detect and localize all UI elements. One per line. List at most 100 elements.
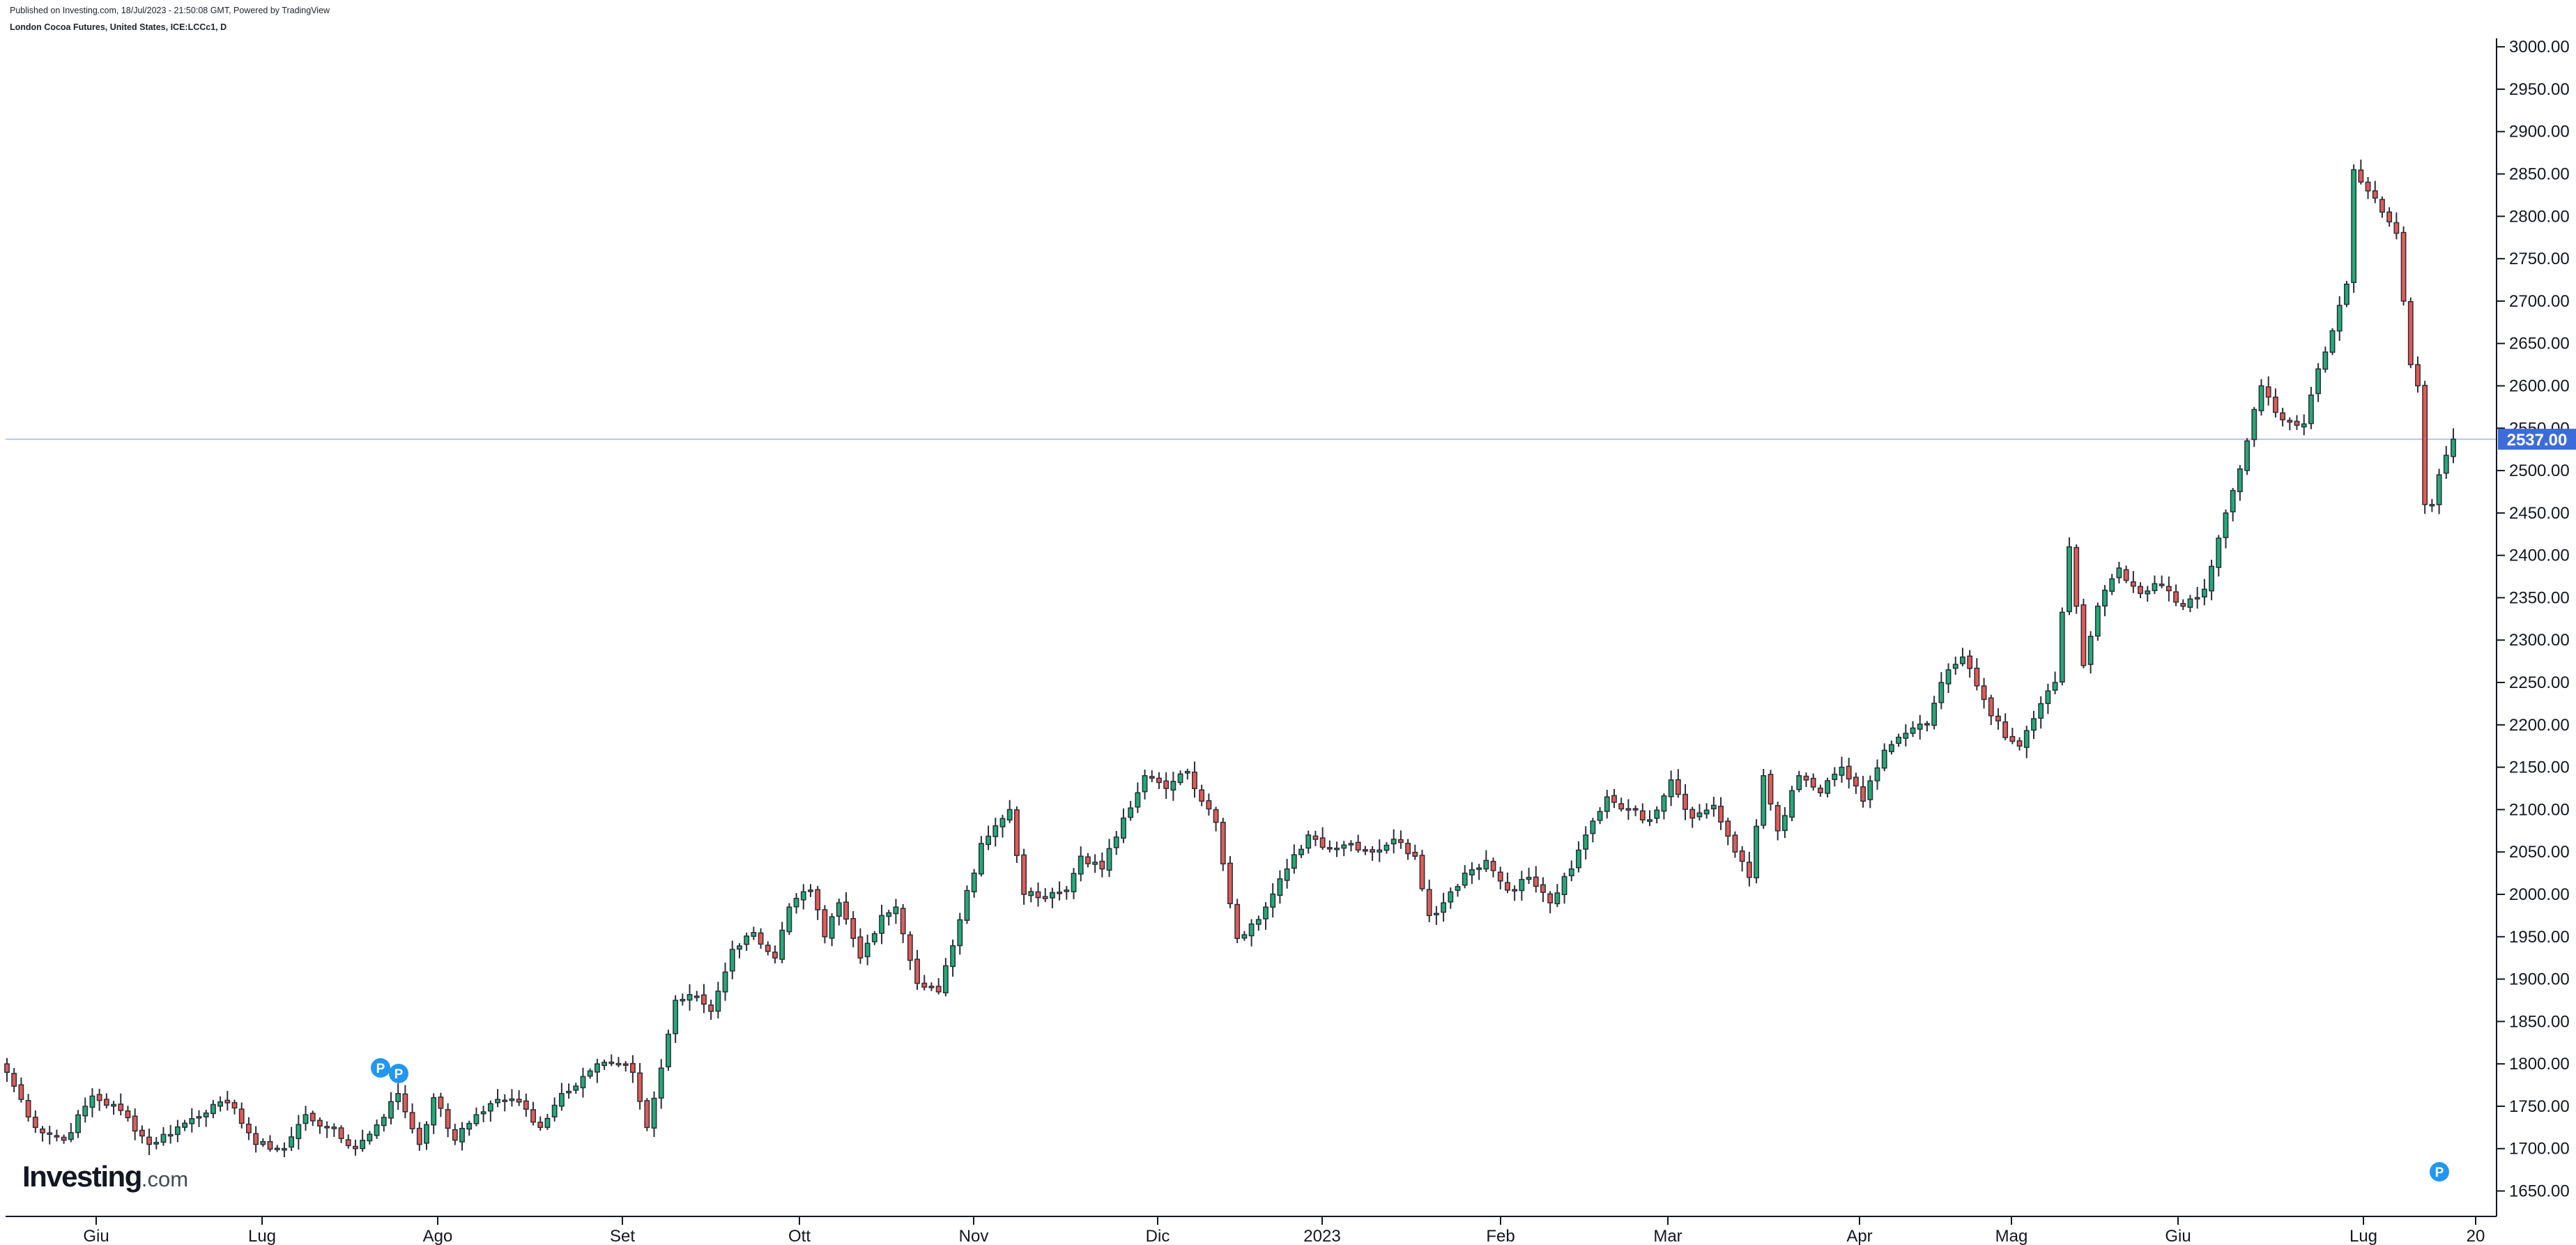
candle-body-down	[2365, 181, 2371, 192]
candle-body-up	[167, 1133, 174, 1137]
candle	[495, 1089, 500, 1108]
candle	[928, 982, 935, 991]
candle	[1319, 827, 1326, 850]
candle	[2038, 696, 2044, 729]
price-tick-label: 1650.00	[2509, 1182, 2570, 1201]
candle	[1448, 887, 1454, 909]
price-tick-label: 2350.00	[2509, 588, 2570, 607]
candle-body-down	[1199, 789, 1205, 802]
candle	[2422, 381, 2428, 514]
candle-body-up	[1952, 664, 1958, 669]
candle-body-down	[1099, 860, 1105, 870]
candle	[2301, 414, 2307, 436]
candle	[1924, 721, 1930, 732]
candle	[1625, 799, 1632, 820]
candle	[1397, 830, 1404, 849]
candle	[260, 1138, 266, 1147]
candle-body-down	[523, 1100, 529, 1110]
candle	[431, 1093, 437, 1134]
candle	[644, 1098, 650, 1131]
candle-body-up	[551, 1104, 558, 1117]
candle-body-down	[1533, 876, 1539, 887]
candle	[47, 1125, 53, 1145]
candle-body-up	[260, 1140, 266, 1145]
candle	[1433, 906, 1439, 925]
candle-body-down	[843, 901, 849, 920]
candle	[1092, 854, 1098, 873]
candle-body-up	[1896, 736, 1902, 744]
candle-body-up	[1917, 724, 1923, 730]
candle	[2322, 346, 2329, 373]
candle	[651, 1091, 657, 1138]
candle-body-up	[836, 902, 842, 917]
event-marker-dot[interactable]	[389, 1064, 408, 1083]
candle-body-up	[196, 1116, 202, 1119]
candle-body-up	[2443, 455, 2449, 474]
candle	[2358, 160, 2364, 185]
candle	[680, 993, 686, 1006]
candle	[210, 1099, 216, 1119]
event-marker[interactable]: P	[2430, 1162, 2449, 1182]
candle-body-down	[96, 1094, 102, 1101]
price-axis[interactable]: 1650.00 1700.00 1750.00 1800.00 1850.00 1900.…	[2496, 38, 2570, 1216]
candle	[1746, 851, 1752, 887]
event-marker-dot[interactable]	[2430, 1162, 2449, 1182]
candle-body-up	[673, 1000, 679, 1034]
candle	[2294, 415, 2300, 430]
event-marker[interactable]: P	[371, 1058, 390, 1078]
candle	[815, 885, 821, 920]
price-tick-label: 3000.00	[2509, 38, 2570, 56]
candle	[2073, 544, 2080, 614]
candle-body-down	[1974, 667, 1980, 687]
candle	[360, 1129, 366, 1152]
candle-body-up	[1825, 780, 1831, 794]
candle	[1654, 806, 1660, 824]
candle-body-up	[893, 906, 899, 915]
candle-body-up	[2301, 423, 2307, 428]
candle-body-up	[1255, 919, 1262, 925]
candle	[1725, 818, 1731, 846]
candle	[836, 899, 842, 926]
candle-body-up	[1348, 843, 1354, 846]
candle	[487, 1100, 493, 1122]
candle	[1533, 866, 1539, 893]
candle	[1057, 881, 1063, 901]
candle	[1305, 830, 1312, 854]
candle	[174, 1120, 181, 1143]
candle-body-up	[1298, 848, 1304, 855]
candle	[1270, 883, 1276, 918]
candle	[666, 1030, 671, 1071]
time-tick-label: Lug	[2349, 1227, 2377, 1245]
candles	[4, 160, 2456, 1157]
candle	[1590, 818, 1596, 843]
candle-body-up	[729, 949, 735, 972]
candle-body-down	[125, 1110, 131, 1119]
candle	[1519, 871, 1525, 901]
candle	[238, 1102, 245, 1129]
candle-body-down	[2415, 364, 2421, 387]
candle-body-down	[1319, 837, 1326, 848]
candle	[1298, 845, 1304, 858]
candle-body-up	[459, 1127, 465, 1143]
event-markers[interactable]: P PP	[371, 1058, 2449, 1182]
candle-body-down	[1846, 765, 1852, 780]
candle-body-up	[1006, 809, 1013, 821]
candle	[480, 1106, 486, 1122]
time-tick-label: Ago	[423, 1227, 453, 1245]
candle	[82, 1097, 89, 1123]
candle-body-up	[1754, 825, 1759, 878]
candle-body-down	[637, 1072, 643, 1102]
candle	[999, 814, 1006, 838]
candle	[964, 885, 970, 924]
candle-body-down	[1540, 884, 1546, 893]
candle-body-up	[1867, 780, 1873, 800]
event-marker[interactable]: P	[389, 1064, 408, 1083]
candle	[1739, 846, 1745, 872]
candle-body-up	[1383, 844, 1390, 851]
event-marker-dot[interactable]	[371, 1058, 390, 1078]
time-axis[interactable]: Giu Lug Ago Set Ott Nov Dic 2023 Feb Mar Apr Mag Giu…	[6, 1216, 2497, 1245]
candle	[957, 912, 963, 955]
candle-body-up	[1654, 809, 1660, 819]
candle	[2159, 575, 2165, 588]
